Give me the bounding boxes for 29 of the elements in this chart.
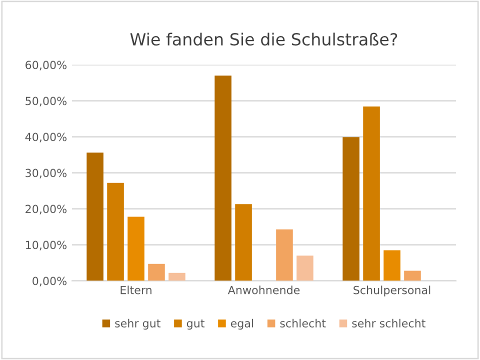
y-tick-label: 60,00% — [26, 60, 67, 70]
x-tick-label: Schulpersonal — [354, 286, 430, 296]
y-tick-label: 0,00% — [32, 276, 67, 286]
y-tick-label: 30,00% — [26, 168, 67, 178]
bar — [214, 76, 232, 281]
legend-label: schlecht — [280, 318, 326, 328]
bar — [384, 250, 400, 281]
bar — [296, 256, 314, 281]
bar — [404, 270, 421, 281]
chart-title: Wie fanden Sie die Schulstraße? — [130, 32, 398, 46]
bar — [107, 182, 124, 281]
y-tick-label: 20,00% — [26, 204, 67, 214]
legend-label: gut — [186, 320, 204, 330]
legend-label: egal — [230, 318, 254, 330]
legend-label: sehr schlecht — [352, 318, 426, 328]
bar — [342, 137, 360, 281]
y-tick-label: 10,00% — [26, 240, 67, 250]
legend-label: sehr gut — [115, 318, 160, 330]
bar — [128, 216, 144, 281]
bar — [86, 152, 104, 281]
bar — [148, 264, 165, 281]
y-tick-label: 50,00% — [26, 96, 67, 106]
bar — [235, 204, 252, 281]
x-tick-label: Anwohnende — [228, 286, 300, 294]
bar — [276, 229, 293, 281]
y-tick-label: 40,00% — [25, 132, 67, 142]
x-tick-label: Eltern — [120, 286, 152, 294]
bar — [363, 106, 380, 281]
bar — [168, 272, 186, 281]
